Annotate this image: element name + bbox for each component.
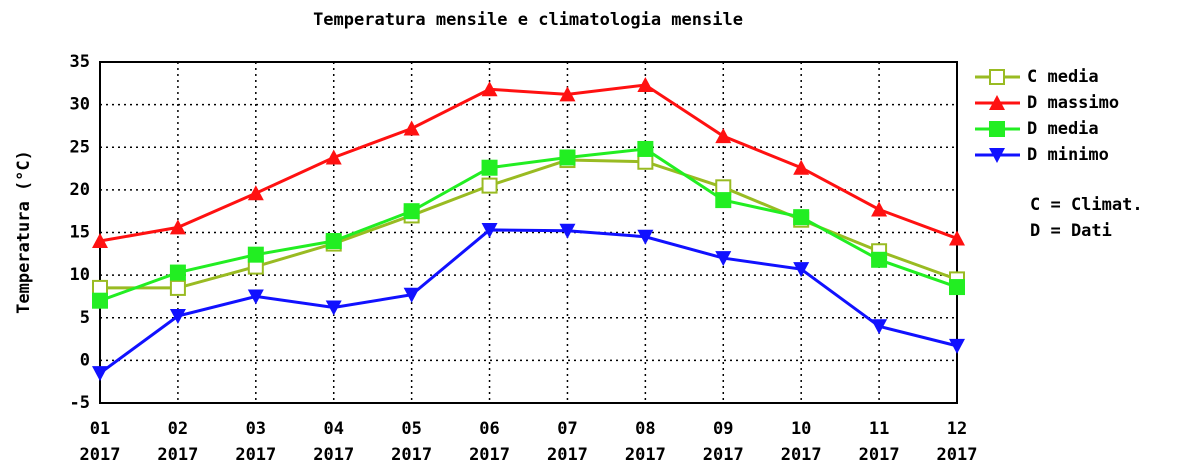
x-tick-label: 2017: [859, 445, 900, 465]
point: [715, 192, 732, 209]
x-tick-label: 2017: [391, 445, 432, 465]
x-tick-label: 08: [635, 419, 655, 439]
x-tick-label: 04: [323, 419, 343, 439]
series-line: [99, 228, 958, 375]
x-tick-label: 05: [401, 419, 421, 439]
point: [481, 159, 498, 176]
point: [169, 279, 186, 296]
point: [481, 81, 498, 97]
point: [559, 149, 576, 166]
y-tick-label: 15: [70, 223, 90, 243]
point: [169, 264, 186, 281]
point: [949, 230, 965, 246]
x-tick-label: 2017: [313, 445, 354, 465]
x-tick-label: 12: [947, 419, 967, 439]
x-tick-label: 06: [479, 419, 499, 439]
y-tick-label: 10: [70, 265, 90, 285]
y-tick-label: 30: [70, 95, 90, 115]
x-tick-label: 2017: [157, 445, 198, 465]
legend-marker: [989, 69, 1005, 85]
x-tick-label: 11: [869, 419, 889, 439]
x-tick-label: 2017: [235, 445, 276, 465]
legend-label: D media: [1027, 119, 1099, 139]
chart-title: Temperatura mensile e climatologia mensi…: [313, 10, 743, 30]
x-tick-label: 03: [246, 419, 266, 439]
x-tick-label: 02: [168, 419, 188, 439]
point: [637, 140, 654, 157]
point: [247, 185, 264, 201]
point: [871, 201, 888, 217]
point: [92, 233, 108, 249]
point: [715, 128, 732, 144]
legend-label: C media: [1027, 67, 1099, 87]
point: [325, 149, 342, 165]
x-tick-label: 2017: [625, 445, 666, 465]
x-tick-label: 10: [791, 419, 811, 439]
y-tick-label: -5: [70, 393, 90, 413]
x-tick-label: 2017: [547, 445, 588, 465]
y-tick-label: 5: [80, 308, 90, 328]
x-tick-label: 01: [90, 419, 110, 439]
x-tick-label: 09: [713, 419, 733, 439]
series-line: [99, 83, 958, 243]
legend-marker: [989, 95, 1005, 110]
point: [169, 309, 186, 325]
point: [559, 223, 576, 239]
point: [793, 262, 810, 278]
point: [949, 279, 965, 296]
point: [169, 219, 186, 235]
point: [247, 289, 264, 305]
legend-note: D = Dati: [1030, 221, 1112, 241]
legend-label: D minimo: [1027, 145, 1109, 165]
x-tick-label: 2017: [937, 445, 978, 465]
y-tick-label: 20: [70, 180, 90, 200]
point: [793, 209, 810, 226]
y-axis-label: Temperatura (°C): [14, 150, 34, 314]
point: [949, 338, 965, 354]
y-tick-label: 25: [70, 137, 90, 157]
point: [481, 177, 498, 194]
point: [871, 251, 888, 268]
x-tick-label: 2017: [703, 445, 744, 465]
point: [559, 86, 576, 102]
legend-marker: [989, 148, 1005, 163]
y-tick-label: 0: [80, 350, 90, 370]
point: [403, 120, 420, 136]
point: [715, 251, 732, 267]
legend-marker: [989, 121, 1005, 137]
point: [637, 77, 654, 93]
x-tick-label: 07: [557, 419, 577, 439]
x-tick-label: 2017: [781, 445, 822, 465]
series-line: [100, 158, 958, 290]
point: [637, 229, 654, 245]
legend-label: D massimo: [1027, 93, 1119, 113]
point: [403, 203, 420, 220]
x-tick-label: 2017: [469, 445, 510, 465]
series-line: [99, 147, 958, 303]
point: [92, 366, 108, 382]
point: [871, 319, 888, 335]
point: [247, 246, 264, 263]
point: [92, 292, 108, 309]
y-tick-label: 35: [70, 52, 90, 72]
legend-note: C = Climat.: [1030, 195, 1143, 215]
point: [403, 287, 420, 303]
x-tick-label: 2017: [80, 445, 121, 465]
point: [793, 159, 810, 175]
point: [325, 300, 342, 316]
point: [481, 222, 498, 238]
point: [325, 233, 342, 250]
